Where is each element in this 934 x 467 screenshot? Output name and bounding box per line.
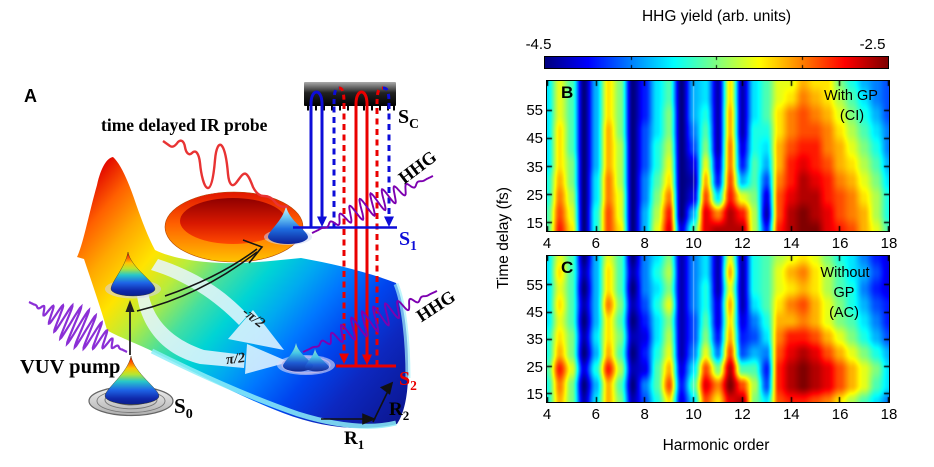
x-tick-label: 12 [734,406,751,423]
y-tick-label: 45 [526,303,543,321]
pump-arrow [125,300,135,355]
hhg-burst-lower [302,290,438,353]
x-tick-label: 4 [542,235,552,252]
x-tick-label: 14 [782,235,800,252]
state-label-s0: S0 [174,394,193,422]
x-axis-label: Harmonic order [662,437,770,454]
continuum-band [304,82,396,106]
coord-label-r2: R2 [389,399,409,423]
ir-probe-label: time delayed IR probe [101,115,268,135]
panel-c-letter: C [561,258,574,277]
pathway-ribbon-upper [151,259,284,350]
panel-c-annotation-line1: Without [820,265,870,281]
surface-bottom-rim [150,348,397,429]
x-tick-label: 10 [685,235,702,252]
ir-probe-pulse [162,139,289,208]
state-label-s1: S1 [399,228,417,253]
x-tick-label: 10 [685,406,702,423]
wavepacket-s1 [264,206,312,245]
panel-b-letter: B [561,83,574,102]
surface-right-rim [393,283,411,379]
x-tick-label: 16 [831,406,849,423]
vuv-pump-pulse [28,300,128,354]
colorbar-title: HHG yield (arb. units) [641,8,791,25]
wavepacket-ground [104,355,160,405]
y-tick-label: 15 [526,214,543,232]
state-label-sc: SC [398,106,419,131]
x-tick-label: 4 [542,406,552,423]
x-tick-label: 8 [640,406,649,423]
panel-c-annotation-line2: GP [833,285,855,301]
panel-b-annotation-line2: (CI) [839,108,865,124]
coord-label-r1: R1 [344,428,364,452]
y-tick-label: 55 [526,276,543,294]
x-tick-label: 18 [880,235,898,252]
heatmap-panel-c [546,255,890,403]
coordinate-axes [321,381,394,425]
x-tick-label: 14 [782,406,800,423]
y-tick-label: 55 [526,102,543,120]
upper-cone-bowl-interior [180,198,286,244]
colorbar-min-label: -4.5 [525,36,552,53]
y-tick-label: 35 [526,331,543,349]
y-axis-label: Time delay (fs) [495,187,512,289]
y-tick-label: 15 [526,385,543,403]
colorbar-max-label: -2.5 [859,36,886,53]
x-tick-label: 6 [591,235,601,252]
x-tick-label: 6 [591,406,601,423]
y-tick-label: 25 [526,358,543,376]
colorbar [544,56,889,69]
phase-label-lower: π/2 [225,350,246,368]
y-tick-label: 25 [526,186,543,204]
wavepacket-valley [277,343,335,375]
hhg-burst-upper [311,175,434,234]
x-tick-label: 16 [831,235,849,252]
y-tick-label: 45 [526,130,543,148]
panel-a-letter: A [24,86,37,106]
state-label-s2: S2 [399,368,417,393]
transfer-arrow [136,239,264,312]
panel-c-annotation-line3: (AC) [829,305,859,321]
vuv-pump-label: VUV pump [20,356,120,378]
wavepacket-excited [105,251,161,299]
x-tick-label: 18 [880,406,898,423]
panel-b-annotation-line1: With GP [824,88,878,104]
panel-a-schematic: A time delayed IR probe VUV pump S0 S1 S… [20,82,459,452]
x-tick-label: 12 [734,235,751,252]
y-tick-label: 35 [526,158,543,176]
heatmap-panel-b [546,80,890,232]
x-tick-label: 8 [640,235,649,252]
